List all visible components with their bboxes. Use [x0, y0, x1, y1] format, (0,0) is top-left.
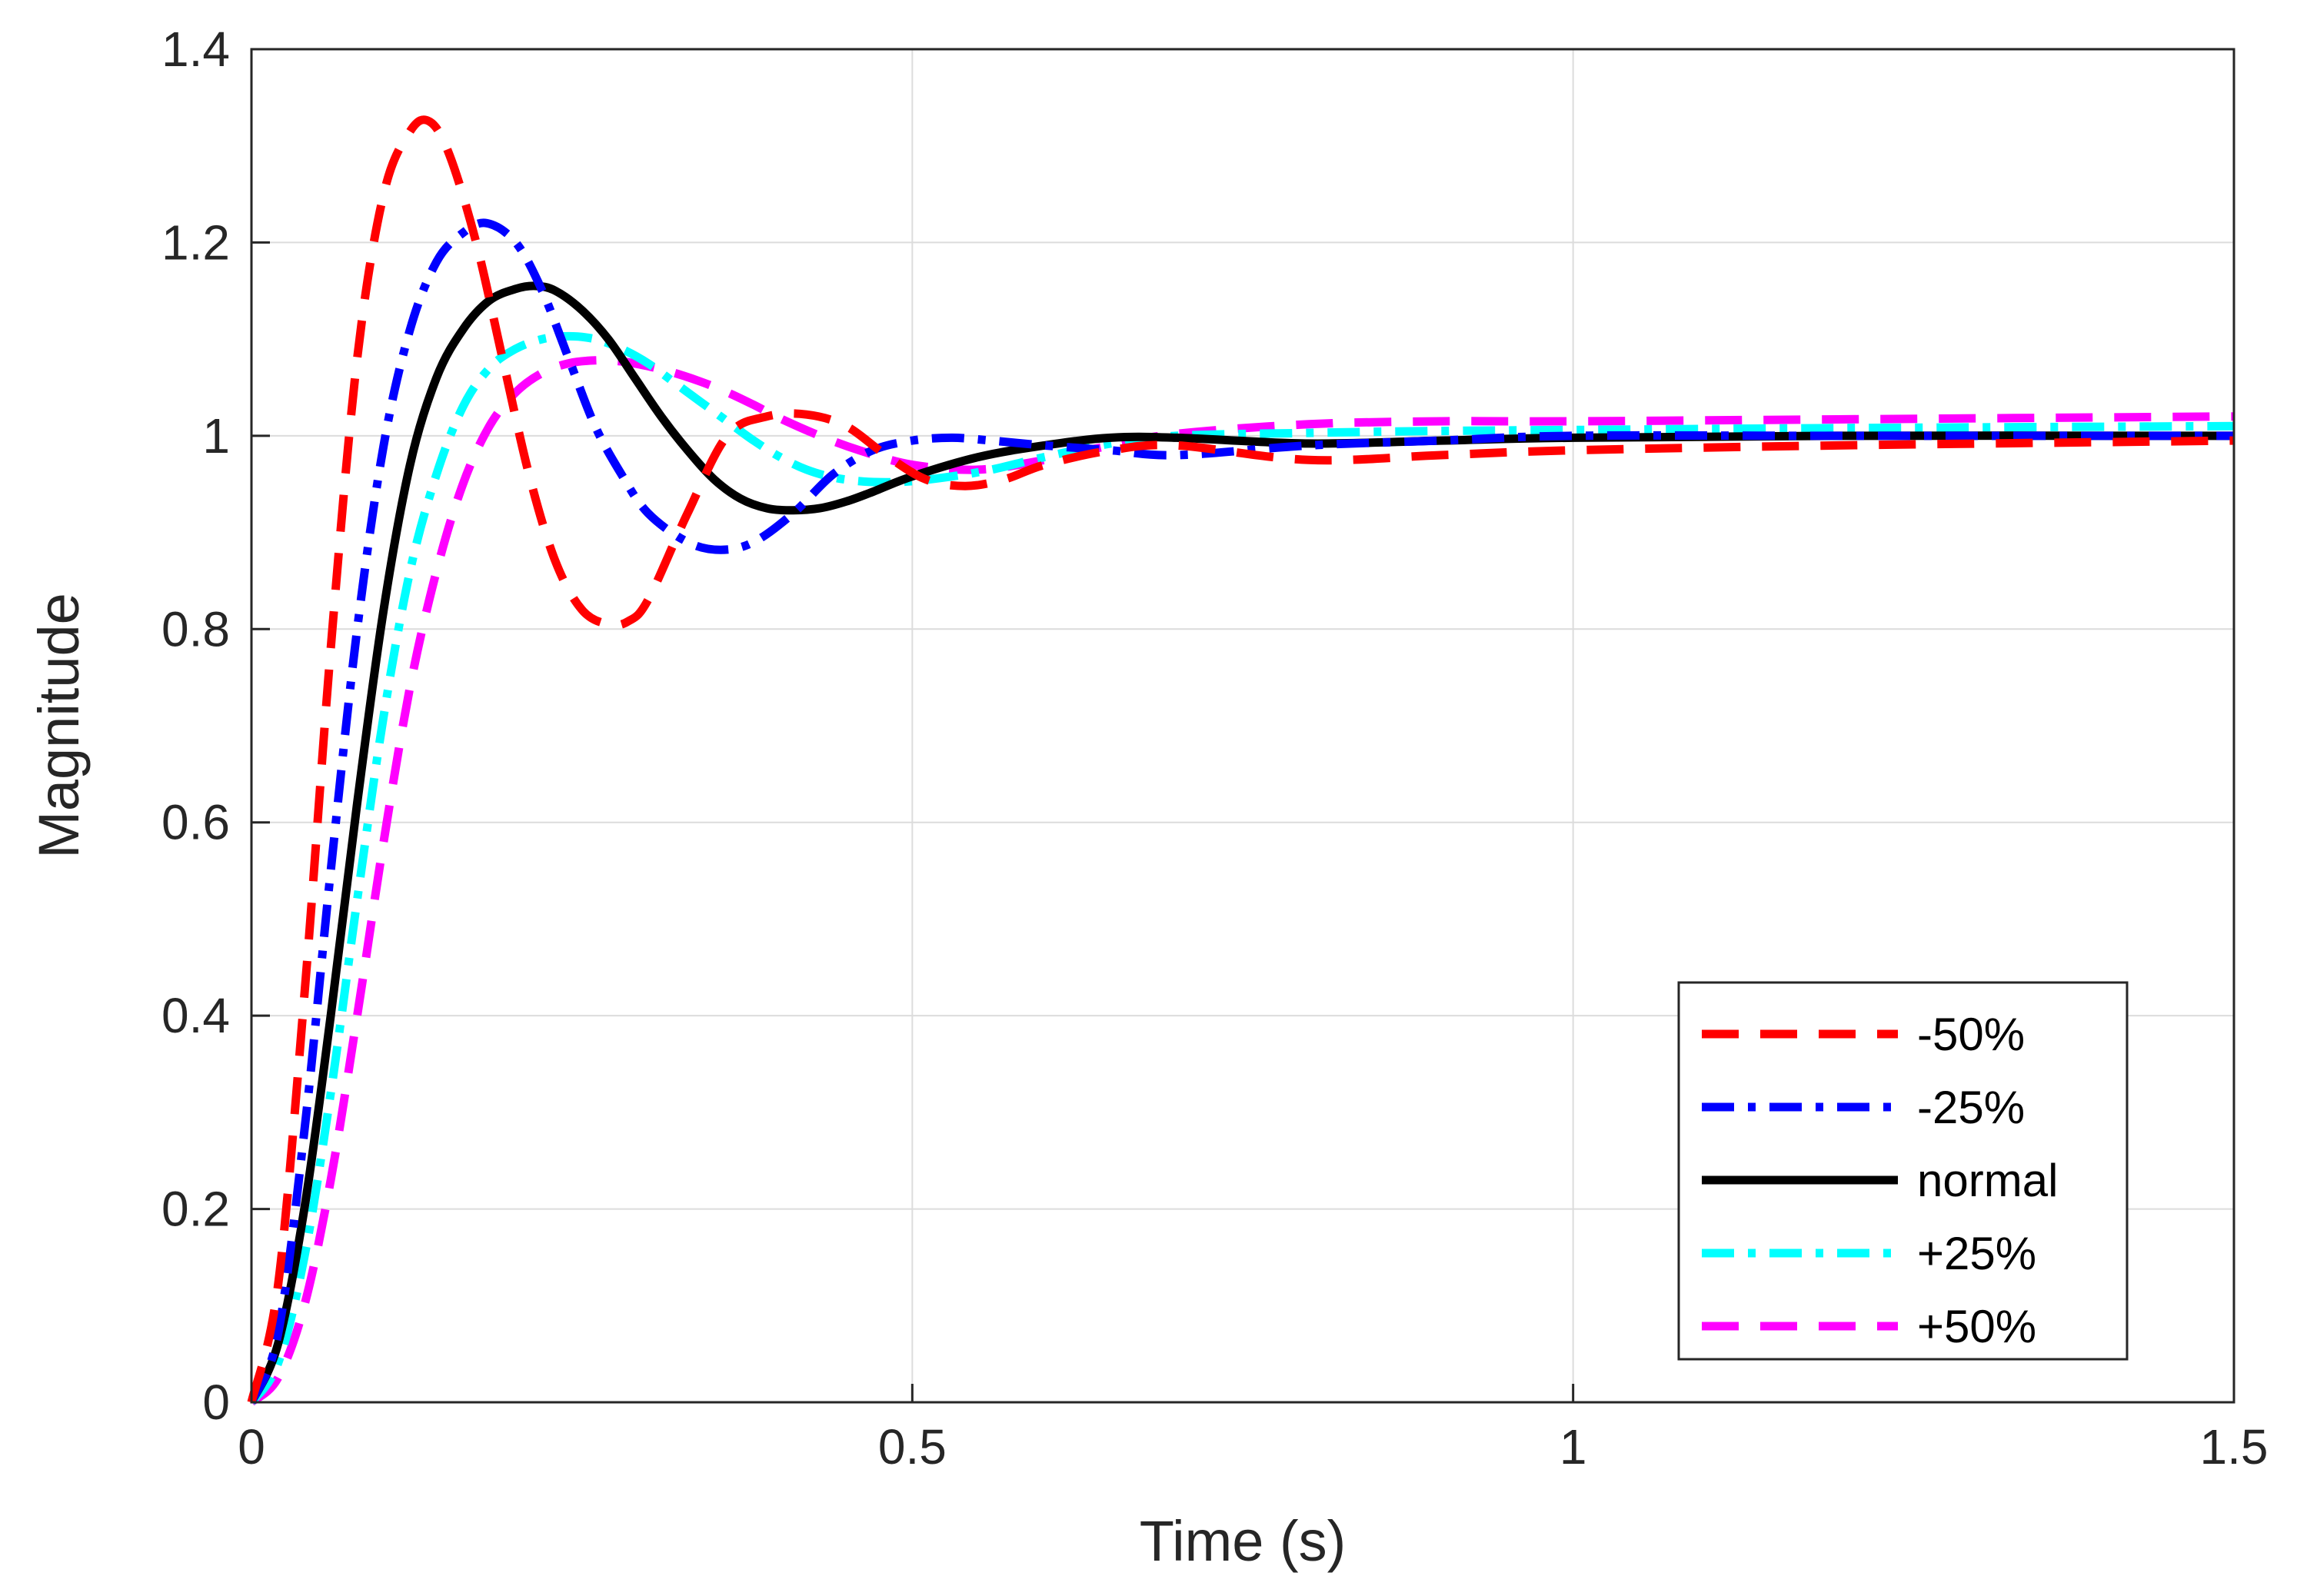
x-axis-title: Time (s) — [1140, 1509, 1347, 1573]
legend-label-plus50pct: +50% — [1917, 1301, 2036, 1352]
y-tick-label: 1.2 — [161, 214, 230, 270]
axis-ticks: 0 0.5 1 1.5 0 0.2 0.4 0.6 0.8 1 1.2 1.4 — [161, 22, 2268, 1475]
y-axis-title: Magnitude — [27, 593, 91, 859]
legend-label-minus25pct: -25% — [1917, 1082, 2025, 1133]
y-tick-label: 1 — [202, 408, 230, 464]
x-tick-label: 1 — [1560, 1419, 1587, 1475]
y-tick-label: 0.8 — [161, 601, 230, 657]
legend-box — [1677, 981, 2129, 1361]
plot-lines — [247, 115, 2235, 1406]
x-tick-label: 0.5 — [878, 1419, 947, 1475]
x-tick-label: 0 — [238, 1419, 265, 1475]
series-line-minus25pct — [247, 218, 2234, 1405]
legend-label-normal: normal — [1917, 1155, 2058, 1206]
series-line-plus50pct — [248, 356, 2235, 1406]
y-tick-label: 1.4 — [161, 22, 230, 77]
x-tick-label: 1.5 — [2200, 1419, 2269, 1475]
plot-frame — [250, 48, 2235, 1404]
y-tick-label: 0 — [202, 1375, 230, 1430]
series-line-plus25pct — [248, 331, 2235, 1405]
y-tick-label: 0.6 — [161, 795, 230, 850]
series-line-minus50pct — [247, 115, 2235, 1404]
legend-label-plus25pct: +25% — [1917, 1228, 2036, 1279]
legend-label-minus50pct: -50% — [1917, 1009, 2025, 1060]
y-tick-label: 0.4 — [161, 988, 230, 1043]
legend: -50% -25% normal +25% +50% — [1677, 981, 2129, 1361]
y-tick-label: 0.2 — [161, 1182, 230, 1237]
